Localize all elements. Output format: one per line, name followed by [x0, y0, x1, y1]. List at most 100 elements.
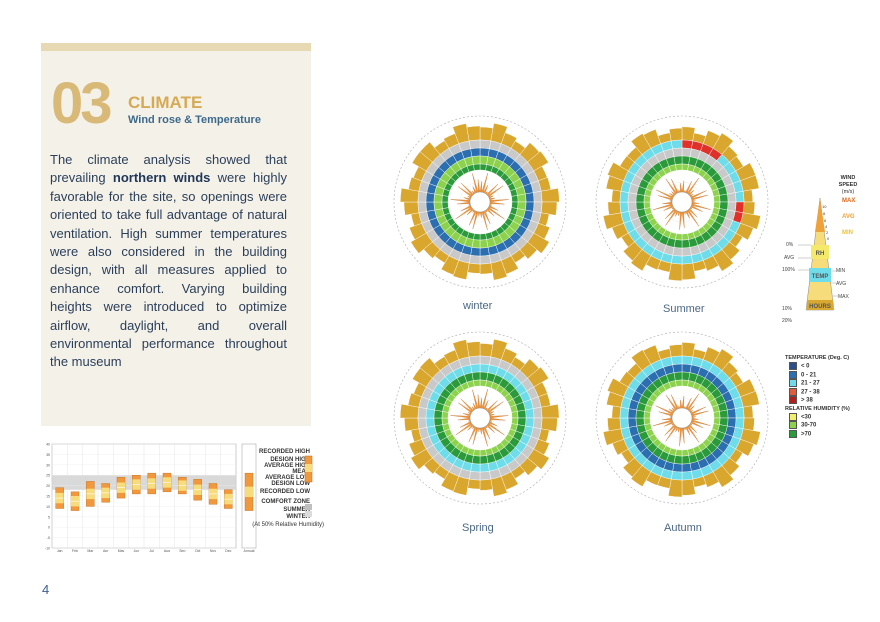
- temp-segment: [469, 470, 481, 481]
- wind-speed-petal: [481, 173, 488, 193]
- rh-segment: [719, 193, 729, 203]
- temp-segment: [671, 254, 683, 265]
- paragraph-bold: northern winds: [112, 170, 211, 186]
- wind-speed-petal: [455, 422, 473, 436]
- rh-segment: [433, 417, 443, 427]
- rh-segment: [681, 239, 691, 249]
- key-wedge-top: [815, 198, 825, 232]
- rh-segment: [479, 449, 487, 457]
- hours-segment: [479, 262, 493, 275]
- key-max-right: MAX: [838, 294, 850, 300]
- temp-segment: [681, 463, 692, 473]
- y-tick-label: 5: [48, 515, 50, 519]
- key-temp-label: TEMP: [812, 274, 829, 280]
- swatch-icon: [789, 430, 797, 439]
- wind-speed-petal: [681, 211, 685, 228]
- temp-legend-item-1: < 0: [789, 362, 875, 371]
- paragraph-part-2: were highly favorable for the site, so o…: [50, 170, 287, 370]
- legend-design-high: DESIGN HIGH: [270, 457, 310, 463]
- rh-segment: [681, 449, 689, 457]
- chart-legend-swatches: [304, 455, 313, 517]
- temp-segment: [671, 355, 683, 366]
- temp-segment: [672, 247, 683, 257]
- temp-segment: [470, 463, 481, 473]
- wind-rose: [595, 115, 769, 289]
- page-number: 4: [42, 582, 50, 597]
- temp-segment: [619, 201, 630, 213]
- rose-center: [469, 191, 491, 213]
- wind-speed-petal: [686, 393, 700, 411]
- swatch-icon: [789, 412, 797, 421]
- hours-segment: [611, 189, 622, 203]
- wind-speed-petal: [479, 211, 482, 218]
- hours-segment: [742, 189, 754, 203]
- hours-segment: [466, 341, 481, 358]
- temp-segment: [627, 192, 637, 203]
- wind-speed-petal: [479, 181, 482, 193]
- rh-segment: [643, 201, 651, 209]
- temp-segment: [727, 201, 737, 212]
- wind-speed-petal: [489, 199, 509, 203]
- rh-segment: [473, 379, 481, 387]
- key-pct-20: 20%: [782, 318, 793, 324]
- wind-speed-petal: [479, 397, 482, 409]
- wind-speed-petal: [678, 211, 681, 216]
- rh-segment: [673, 155, 683, 165]
- rh-segment: [511, 411, 519, 419]
- temp-segment: [734, 417, 745, 429]
- rh-segment: [675, 163, 683, 171]
- x-tick-label: Dec: [225, 549, 231, 552]
- wind-speed-petal: [489, 197, 495, 201]
- rh-segment: [675, 379, 683, 387]
- temp-segment: [681, 139, 693, 150]
- hours-segment: [467, 478, 481, 490]
- rose-label-summer: Summer: [663, 303, 705, 315]
- wind-speed-petal: [678, 427, 681, 433]
- legend-winter: WINTER: [286, 514, 310, 520]
- key-tick-2: 2: [826, 230, 829, 235]
- rh-segment: [719, 409, 729, 419]
- temp-segment: [619, 191, 630, 203]
- rose-center: [671, 191, 693, 213]
- key-min-label: MIN: [842, 230, 853, 236]
- wind-speed-petal: [463, 197, 471, 201]
- humidity-legend-item-3: >70: [789, 430, 875, 439]
- legend-winter-swatch: [305, 511, 312, 517]
- key-max-label: MAX: [842, 198, 855, 204]
- wind-speed-petal: [681, 427, 685, 444]
- swatch-icon: [789, 379, 797, 388]
- hours-segment: [669, 344, 683, 358]
- y-tick-label: 10: [46, 505, 50, 509]
- wind-speed-petal: [681, 395, 685, 409]
- temp-segment: [417, 191, 428, 203]
- rose-grid-ring: [459, 397, 501, 439]
- temp-segment: [672, 363, 683, 373]
- temp-legend-label: < 0: [801, 363, 810, 370]
- rh-segment: [479, 239, 489, 249]
- temp-legend-label: > 38: [801, 397, 813, 404]
- temp-segment: [671, 470, 683, 481]
- temp-segment: [525, 192, 535, 203]
- temp-segment: [479, 355, 491, 366]
- temp-legend-list: < 0 0 - 21 21 - 27 27 - 38 > 38: [785, 362, 875, 405]
- x-tick-label: Oct: [195, 549, 200, 552]
- key-hours-label: HOURS: [809, 304, 831, 310]
- y-tick-label: 15: [46, 495, 50, 499]
- key-pct-10: 10%: [782, 306, 793, 312]
- y-tick-label: 30: [46, 463, 50, 467]
- temp-segment: [681, 363, 692, 373]
- temp-segment: [425, 417, 435, 428]
- swatch-icon: [789, 387, 797, 396]
- legend-recorded-low: RECORDED LOW: [260, 489, 310, 495]
- rh-segment: [479, 233, 487, 241]
- temp-legend-title: TEMPERATURE (Deg. C): [785, 355, 850, 361]
- rh-segment: [681, 233, 689, 241]
- y-tick-label: 20: [46, 484, 50, 488]
- rose-grid-ring: [661, 181, 703, 223]
- wind-speed-petal: [477, 394, 481, 409]
- temp-legend-label: 21 - 27: [801, 380, 820, 387]
- humidity-legend-item-2: 30-70: [789, 421, 875, 430]
- key-avg-right: AVG: [836, 281, 846, 287]
- temp-segment: [627, 417, 637, 428]
- wind-speed-petal: [462, 413, 471, 417]
